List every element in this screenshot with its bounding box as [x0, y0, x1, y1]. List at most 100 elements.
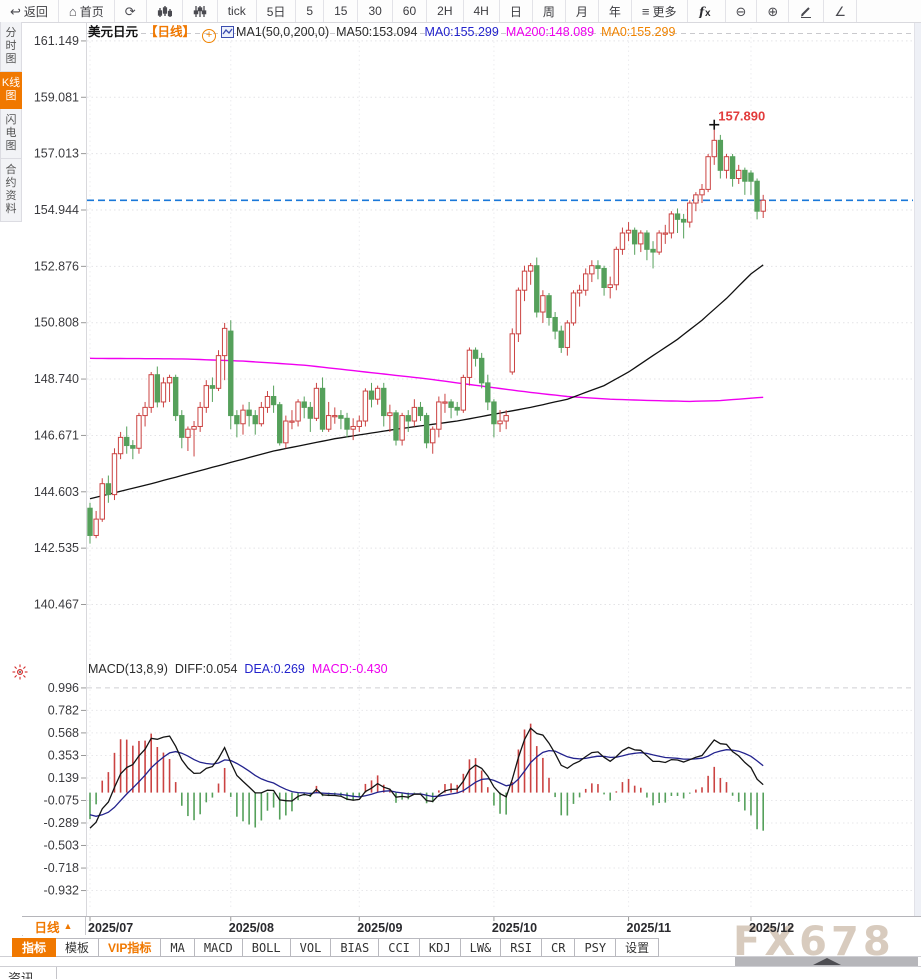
tab-模板[interactable]: 模板: [56, 938, 100, 957]
candles-layer: 157.890: [87, 109, 913, 544]
macd-diff-line: [89, 727, 764, 829]
ma200-line: [89, 357, 764, 403]
home-label: 首页: [79, 4, 104, 19]
chart-type-button[interactable]: [147, 0, 183, 22]
indicator-tabbar: 指标 模板 VIP指标 MA MACD BOLL VOL BIAS CCI KDJ LW& RSI CR…: [12, 938, 660, 957]
sidebar-item-lightning-chart[interactable]: 闪电图: [0, 109, 22, 159]
collapse-arrow-icon: [813, 958, 841, 965]
tab-psy[interactable]: PSY: [575, 938, 617, 957]
period-selector[interactable]: 日线 ▲: [22, 917, 86, 935]
angle-button[interactable]: ∠: [824, 0, 857, 22]
svg-text:-0.503: -0.503: [44, 838, 79, 852]
macd-dea-value: DEA:0.269: [244, 662, 305, 676]
ma-group-label: MA1(50,0,200,0): [236, 25, 330, 39]
h2-label: 2H: [437, 4, 453, 18]
add-indicator-icon[interactable]: +: [202, 29, 217, 43]
svg-text:150.808: 150.808: [34, 316, 79, 330]
m5-button[interactable]: 5: [296, 0, 325, 22]
ma200-value: MA200:148.089: [505, 25, 595, 39]
sidebar-item-kline-chart[interactable]: K线图: [0, 72, 22, 109]
m15-label: 15: [334, 4, 348, 18]
tab-设置[interactable]: 设置: [616, 938, 660, 957]
gridlines: [87, 28, 913, 910]
tab-macd[interactable]: MACD: [194, 938, 243, 957]
week-button[interactable]: 周: [533, 0, 566, 22]
5d-button[interactable]: 5日: [257, 0, 297, 22]
macd-layer: [89, 723, 765, 831]
svg-text:0.139: 0.139: [48, 771, 79, 785]
indicator-sun-icon[interactable]: [12, 664, 28, 685]
tab-rsi[interactable]: RSI: [501, 938, 542, 957]
zoom-out-button[interactable]: ⊖: [726, 0, 758, 22]
day-label: 日: [509, 4, 522, 19]
tab-cci[interactable]: CCI: [379, 938, 420, 957]
svg-text:0.996: 0.996: [48, 681, 79, 695]
more-button[interactable]: ≡ 更多: [632, 0, 688, 22]
ma0-orange-value: MA0:155.299: [601, 25, 676, 39]
month-label: 月: [575, 4, 588, 19]
svg-text:-0.075: -0.075: [44, 793, 79, 807]
m15-button[interactable]: 15: [324, 0, 359, 22]
zoom-in-button[interactable]: ⊕: [757, 0, 790, 22]
svg-text:152.876: 152.876: [34, 259, 79, 273]
day-button[interactable]: 日: [500, 0, 533, 22]
macd-hist-value: MACD:-0.430: [311, 662, 388, 676]
m60-label: 60: [402, 4, 417, 18]
panel-collapse-bar[interactable]: [735, 957, 918, 966]
tab-cr[interactable]: CR: [541, 938, 576, 957]
divider: [56, 967, 57, 979]
tab-vol[interactable]: VOL: [290, 938, 332, 957]
ma0-blue-value: MA0:155.299: [424, 25, 499, 39]
macd-dea-line: [89, 749, 764, 817]
h4-button[interactable]: 4H: [464, 0, 500, 22]
m30-button[interactable]: 30: [358, 0, 393, 22]
tab-bias[interactable]: BIAS: [331, 938, 380, 957]
5d-label: 5日: [266, 4, 286, 19]
tab-指标[interactable]: 指标: [12, 938, 57, 957]
indicator-settings-button[interactable]: [183, 0, 218, 22]
line-chart-icon[interactable]: [221, 26, 235, 41]
tab-boll[interactable]: BOLL: [242, 938, 291, 957]
tick-label: tick: [227, 4, 246, 18]
tab-ma[interactable]: MA: [161, 938, 195, 957]
year-button[interactable]: 年: [599, 0, 632, 22]
tab-vip指标[interactable]: VIP指标: [99, 938, 162, 957]
tab-kdj[interactable]: KDJ: [419, 938, 461, 957]
svg-text:-0.932: -0.932: [44, 884, 79, 898]
more-label: 更多: [652, 4, 677, 19]
back-label: 返回: [23, 4, 48, 19]
sidebar-item-contract-info[interactable]: 合约资料: [0, 159, 22, 222]
svg-text:2025/10: 2025/10: [492, 921, 537, 935]
back-button[interactable]: ↩ 返回: [0, 0, 59, 22]
macd-diff-value: DIFF:0.054: [174, 662, 238, 676]
home-button[interactable]: ⌂ 首页: [59, 0, 115, 22]
year-label: 年: [608, 4, 621, 19]
svg-text:f: f: [698, 5, 706, 18]
main-chart-legend: 美元日元 【日线】 + MA1(50,0,200,0) MA50:153.094 MA0:…: [88, 21, 682, 43]
week-label: 周: [542, 4, 555, 19]
month-button[interactable]: 月: [566, 0, 599, 22]
peak-price-annotation: 157.890: [718, 109, 765, 124]
draw-button[interactable]: [789, 0, 825, 22]
symbol-name: 美元日元: [88, 25, 139, 39]
refresh-icon: ⟳: [124, 3, 136, 19]
svg-text:2025/08: 2025/08: [229, 921, 274, 935]
svg-text:154.944: 154.944: [34, 203, 79, 217]
svg-text:157.013: 157.013: [34, 147, 79, 161]
refresh-button[interactable]: ⟳: [115, 0, 147, 22]
h2-button[interactable]: 2H: [427, 0, 464, 22]
vertical-scrollbar[interactable]: [914, 22, 921, 916]
sidebar-item-time-chart[interactable]: 分时图: [0, 22, 22, 72]
tab-lw&[interactable]: LW&: [460, 938, 502, 957]
svg-text:159.081: 159.081: [34, 90, 79, 104]
svg-text:0.568: 0.568: [48, 726, 79, 740]
m60-button[interactable]: 60: [393, 0, 428, 22]
news-tab[interactable]: 资讯: [8, 971, 35, 979]
zoom-out-icon: ⊖: [735, 3, 747, 19]
tick-button[interactable]: tick: [218, 0, 257, 22]
m30-label: 30: [368, 4, 382, 18]
